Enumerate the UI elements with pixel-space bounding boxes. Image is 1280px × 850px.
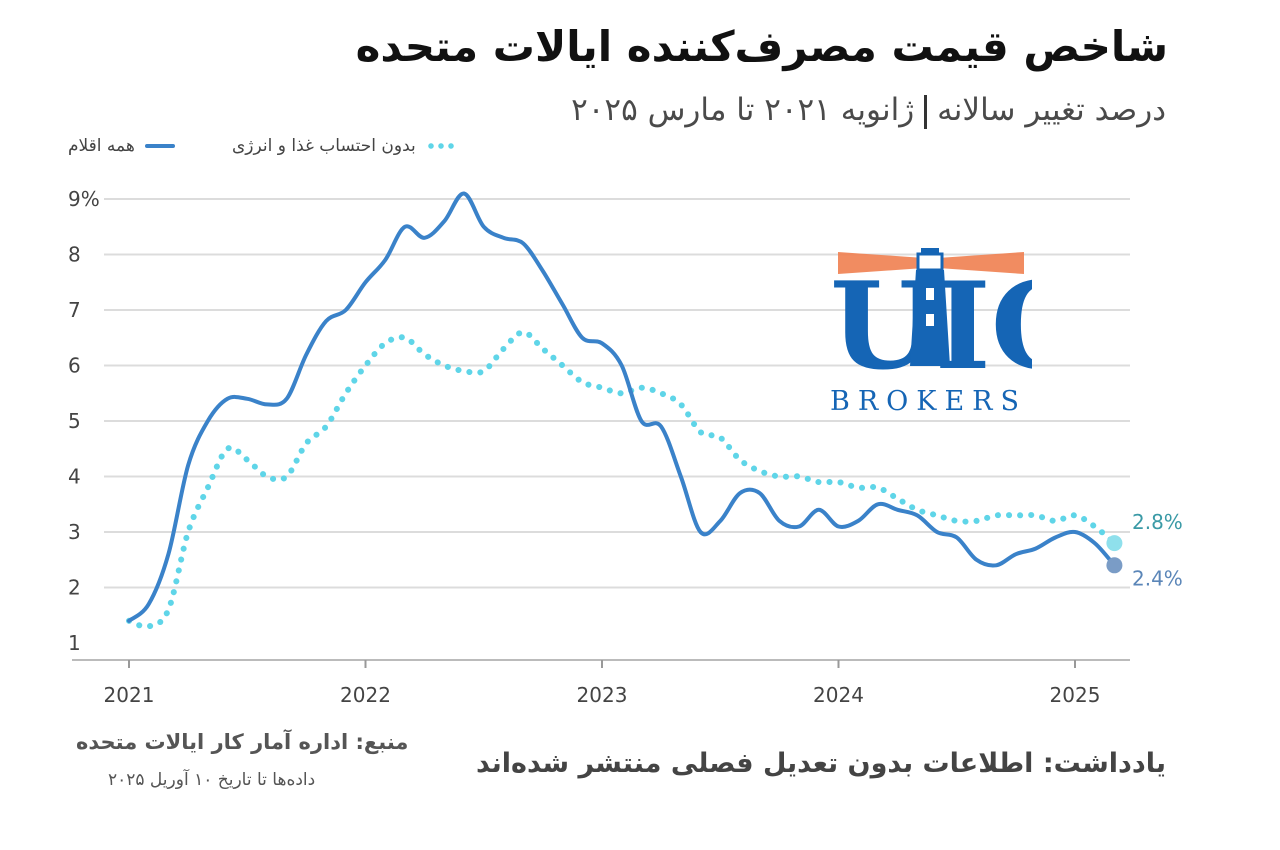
subtitle-measure: درصد تغییر سالانه: [937, 92, 1166, 128]
y-tick-label: 4: [68, 465, 81, 489]
lighthouse-logo-icon: UIO: [830, 248, 1095, 397]
legend-item-core: بدون احتساب غذا و انرژی: [232, 136, 456, 156]
y-axis-ticks: 1 2 3 4 5 6 7 8 9%: [68, 187, 100, 655]
y-tick-label: 1: [68, 631, 81, 655]
y-tick-label: 8: [68, 243, 81, 267]
series-line-all-items: [127, 191, 1117, 623]
data-date-note: داده‌ها تا تاریخ ۱۰ آوریل ۲۰۲۵: [108, 770, 316, 790]
y-tick-label: 9%: [68, 187, 100, 211]
series-line-core: [126, 329, 1118, 630]
brand-logo: UIO BROKERS: [828, 248, 1095, 418]
series-end-label-all-items: 2.4%: [1132, 566, 1183, 590]
legend-swatch-core: [425, 143, 456, 149]
x-tick-label: 2022: [340, 683, 391, 707]
legend-swatch-all-items: [144, 144, 175, 148]
y-tick-label: 3: [68, 520, 81, 544]
chart-title: شاخص قیمت مصرف‌کننده ایالات متحده: [355, 22, 1168, 71]
subtitle-period: ژانویه ۲۰۲۱ تا مارس ۲۰۲۵: [571, 92, 915, 128]
x-tick-label: 2024: [813, 683, 864, 707]
series-end-point-core: [1106, 535, 1123, 552]
subtitle-separator: [924, 94, 928, 129]
y-tick-label: 5: [68, 409, 81, 433]
x-axis-ticks: 2021 2022 2023 2024 2025: [104, 660, 1101, 707]
y-tick-label: 6: [68, 354, 81, 378]
chart-grid: [72, 198, 1130, 661]
logo-subtext: BROKERS: [830, 386, 1028, 417]
chart-series: [126, 191, 1118, 630]
source-note: منبع: اداره آمار کار ایالات متحده: [76, 730, 409, 754]
legend-label-core: بدون احتساب غذا و انرژی: [232, 136, 416, 156]
legend-label-all-items: همه اقلام: [68, 136, 135, 156]
series-end-labels: 2.8% 2.4%: [1106, 510, 1183, 590]
legend-item-all-items: همه اقلام: [68, 136, 175, 156]
series-end-point-all-items: [1106, 557, 1123, 574]
y-tick-label: 2: [68, 576, 81, 600]
chart-subtitle: درصد تغییر سالانه ژانویه ۲۰۲۱ تا مارس ۲۰۲…: [571, 92, 1166, 129]
x-tick-label: 2021: [104, 683, 155, 707]
series-end-label-core: 2.8%: [1132, 510, 1183, 534]
footnote: یادداشت: اطلاعات بدون تعدیل فصلی منتشر ش…: [476, 748, 1166, 779]
x-tick-label: 2025: [1050, 683, 1101, 707]
x-tick-label: 2023: [577, 683, 628, 707]
y-tick-label: 7: [68, 298, 81, 322]
